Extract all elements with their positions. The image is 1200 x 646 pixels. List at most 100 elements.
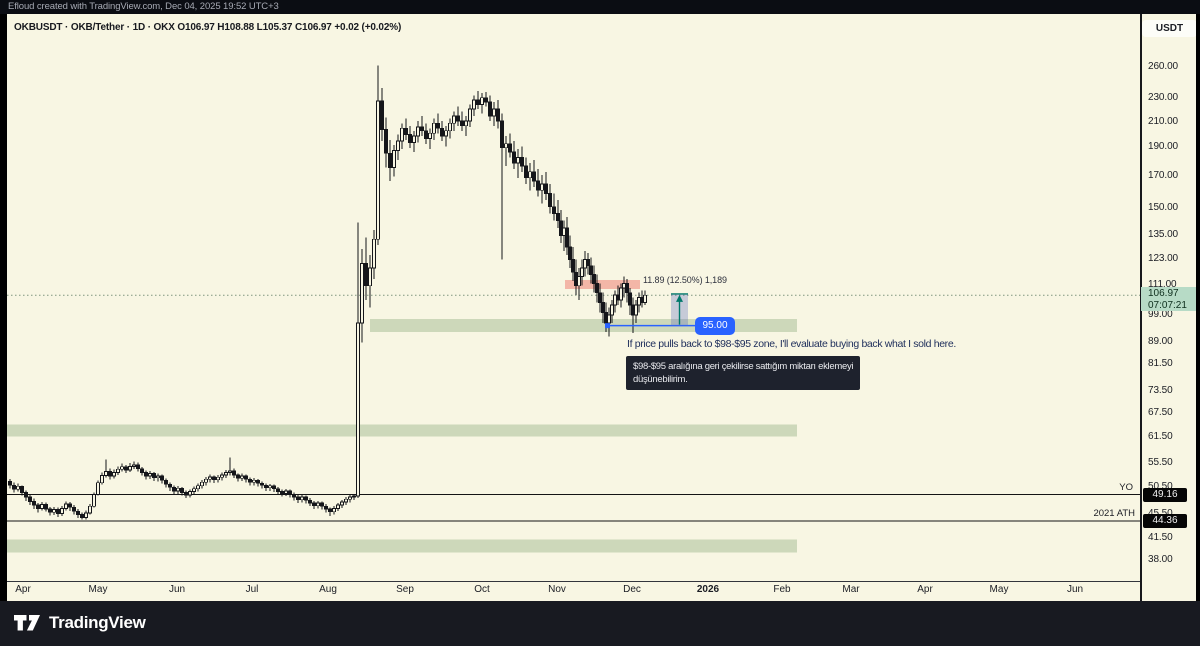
price-tick: 111.00 [1148,279,1177,291]
candle-body [524,165,528,179]
candle-body [440,127,444,137]
candle-body [160,475,164,481]
candle-body [108,471,112,477]
candle-body [595,283,599,294]
candle-body [562,227,566,236]
month-label: Jun [1066,584,1084,595]
candle-body [628,292,632,306]
candle-body [460,120,464,127]
candle-body [520,157,524,167]
month-label: Mar [842,584,860,595]
candle-body [48,508,52,513]
candle-body [76,510,80,515]
month-label: Jun [168,584,186,595]
candle-body [300,496,304,501]
candle-body [44,504,48,510]
candle-body [244,475,248,480]
candle-body [352,495,356,498]
price-tick: 135.00 [1148,228,1178,240]
candle-body [196,485,200,490]
candle-body [100,474,104,484]
candle-body [492,108,496,117]
candle-body [192,488,196,492]
candle-body [312,502,316,507]
projection-arrow-head [676,294,683,302]
price-tick: 45.50 [1148,508,1173,519]
tradingview-logo[interactable]: TradingView [13,612,146,634]
candle-body [260,482,264,486]
candle-body [136,464,140,470]
candle-body [80,514,84,518]
tooltip-line-2: düşünebilirim. [633,374,688,385]
candle-body [120,466,124,470]
candle-body [622,283,626,289]
candle-body [601,302,605,313]
candle-body [124,466,128,471]
candle-body [296,496,300,501]
candle-body [348,496,352,500]
candle-body [88,505,92,514]
candle-body [188,490,192,496]
candle-body [452,115,456,124]
candle-body [180,487,184,493]
candle-body [256,479,260,484]
candle-body [540,183,544,191]
candle-body [476,99,480,105]
candle-body [424,130,428,139]
price-tick: 73.50 [1148,384,1173,396]
price-tick: 150.00 [1148,201,1178,213]
candle-body [392,150,396,168]
annotation-note-en[interactable]: If price pulls back to $98-$95 zone, I'l… [627,338,956,350]
price-tick: 61.50 [1148,430,1173,442]
price-tick: 38.00 [1148,554,1173,566]
candle-body [565,227,569,248]
candle-body [280,490,284,494]
candle-body [40,504,44,509]
candle-body [172,486,176,492]
candle-body [504,143,508,149]
candle-body [416,126,420,137]
candle-body [96,482,100,495]
candle-body [236,474,240,479]
candle-body [264,484,268,489]
support-price-badge[interactable]: 95.00 [695,317,735,335]
candle-body [634,304,638,316]
candle-body [140,468,144,473]
candle-body [631,304,635,316]
candle-body [240,475,244,479]
candle-body [176,487,180,492]
candle-body [132,464,136,467]
candle-body [356,322,360,497]
candle-body [589,265,593,275]
candle-body [268,485,272,489]
candle-body [528,171,532,179]
candle-body [304,496,308,501]
symbol-ohlc-legend[interactable]: OKBUSDT · OKB/Tether · 1D · OKX O106.97 … [14,22,402,33]
candle-body [619,287,623,301]
price-tick: 260.00 [1148,60,1178,72]
price-tick: 123.00 [1148,252,1178,264]
candle-body [400,127,404,142]
candle-body [56,509,60,514]
attribution-text: Efloud created with TradingView.com, Dec… [8,1,279,12]
candlestick-chart[interactable] [7,14,1196,601]
measure-band [565,280,640,289]
candle-body [480,97,484,105]
support-zone [370,318,797,332]
candle-body [328,508,332,513]
candle-body [586,258,590,267]
candle-body [468,108,472,122]
candle-body [316,502,320,507]
candle-body [292,494,296,498]
candle-body [592,274,596,284]
price-tick: 99.00 [1148,308,1173,320]
candle-body [252,479,256,483]
candle-body [288,490,292,495]
candle-body [336,504,340,509]
candle-body [536,180,540,191]
price-tick: 230.00 [1148,92,1178,104]
candle-body [384,129,388,154]
currency-usdt-button[interactable]: USDT [1142,20,1196,37]
month-label: Apr [917,584,933,595]
candle-body [604,312,608,324]
